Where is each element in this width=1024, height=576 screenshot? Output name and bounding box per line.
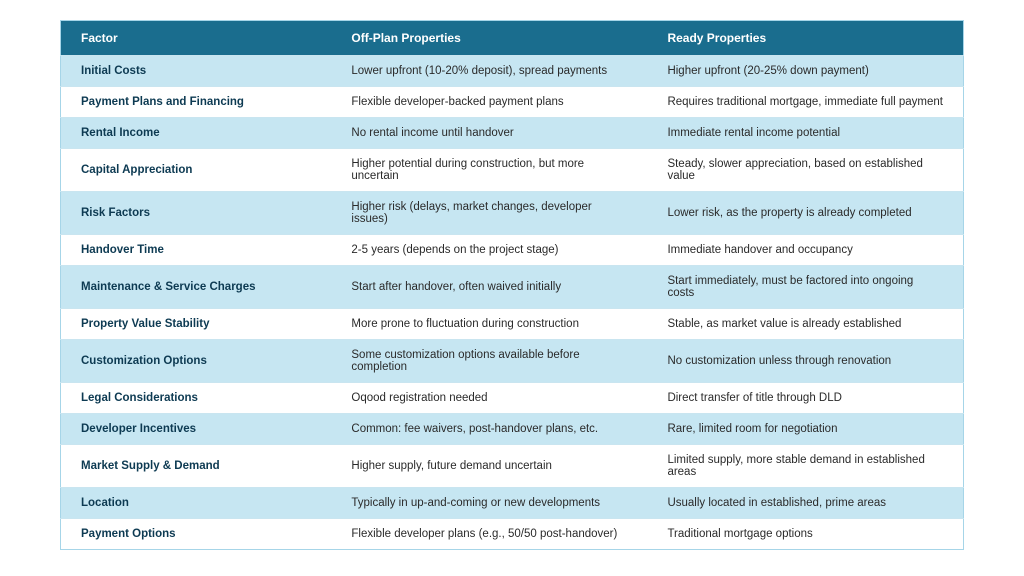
table-header: Factor Off-Plan Properties Ready Propert… [61,21,964,56]
table-row: Rental IncomeNo rental income until hand… [61,118,964,149]
table-row: Customization OptionsSome customization … [61,340,964,383]
table-row: Payment Plans and FinancingFlexible deve… [61,87,964,118]
cell-factor: Market Supply & Demand [61,445,332,488]
cell-ready: Rare, limited room for negotiation [647,414,963,445]
cell-ready: Lower risk, as the property is already c… [647,192,963,235]
cell-ready: Limited supply, more stable demand in es… [647,445,963,488]
cell-factor: Payment Options [61,519,332,550]
table-row: Property Value StabilityMore prone to fl… [61,309,964,340]
table-body: Initial CostsLower upfront (10-20% depos… [61,56,964,550]
cell-offplan: Lower upfront (10-20% deposit), spread p… [331,56,647,87]
cell-offplan: More prone to fluctuation during constru… [331,309,647,340]
cell-offplan: Higher potential during construction, bu… [331,149,647,192]
cell-offplan: Some customization options available bef… [331,340,647,383]
cell-ready: Immediate handover and occupancy [647,235,963,266]
cell-ready: No customization unless through renovati… [647,340,963,383]
cell-ready: Start immediately, must be factored into… [647,266,963,309]
cell-factor: Payment Plans and Financing [61,87,332,118]
table-row: Maintenance & Service ChargesStart after… [61,266,964,309]
cell-factor: Capital Appreciation [61,149,332,192]
table-row: LocationTypically in up-and-coming or ne… [61,488,964,519]
cell-offplan: Oqood registration needed [331,383,647,414]
table-row: Payment OptionsFlexible developer plans … [61,519,964,550]
col-header-offplan: Off-Plan Properties [331,21,647,56]
table-row: Initial CostsLower upfront (10-20% depos… [61,56,964,87]
cell-factor: Handover Time [61,235,332,266]
cell-ready: Steady, slower appreciation, based on es… [647,149,963,192]
cell-factor: Rental Income [61,118,332,149]
cell-ready: Higher upfront (20-25% down payment) [647,56,963,87]
cell-offplan: 2-5 years (depends on the project stage) [331,235,647,266]
cell-factor: Customization Options [61,340,332,383]
table-row: Handover Time2-5 years (depends on the p… [61,235,964,266]
cell-offplan: No rental income until handover [331,118,647,149]
table-row: Capital AppreciationHigher potential dur… [61,149,964,192]
cell-factor: Legal Considerations [61,383,332,414]
cell-offplan: Common: fee waivers, post-handover plans… [331,414,647,445]
cell-offplan: Flexible developer plans (e.g., 50/50 po… [331,519,647,550]
table-row: Developer IncentivesCommon: fee waivers,… [61,414,964,445]
cell-ready: Stable, as market value is already estab… [647,309,963,340]
cell-offplan: Flexible developer-backed payment plans [331,87,647,118]
table-row: Legal ConsiderationsOqood registration n… [61,383,964,414]
cell-factor: Initial Costs [61,56,332,87]
cell-factor: Risk Factors [61,192,332,235]
cell-ready: Direct transfer of title through DLD [647,383,963,414]
cell-factor: Developer Incentives [61,414,332,445]
cell-offplan: Start after handover, often waived initi… [331,266,647,309]
comparison-table: Factor Off-Plan Properties Ready Propert… [60,20,964,550]
cell-offplan: Higher supply, future demand uncertain [331,445,647,488]
cell-ready: Requires traditional mortgage, immediate… [647,87,963,118]
cell-ready: Traditional mortgage options [647,519,963,550]
col-header-ready: Ready Properties [647,21,963,56]
cell-factor: Location [61,488,332,519]
col-header-factor: Factor [61,21,332,56]
cell-offplan: Higher risk (delays, market changes, dev… [331,192,647,235]
cell-factor: Property Value Stability [61,309,332,340]
cell-ready: Immediate rental income potential [647,118,963,149]
table-row: Risk FactorsHigher risk (delays, market … [61,192,964,235]
table-row: Market Supply & DemandHigher supply, fut… [61,445,964,488]
cell-factor: Maintenance & Service Charges [61,266,332,309]
cell-ready: Usually located in established, prime ar… [647,488,963,519]
cell-offplan: Typically in up-and-coming or new develo… [331,488,647,519]
